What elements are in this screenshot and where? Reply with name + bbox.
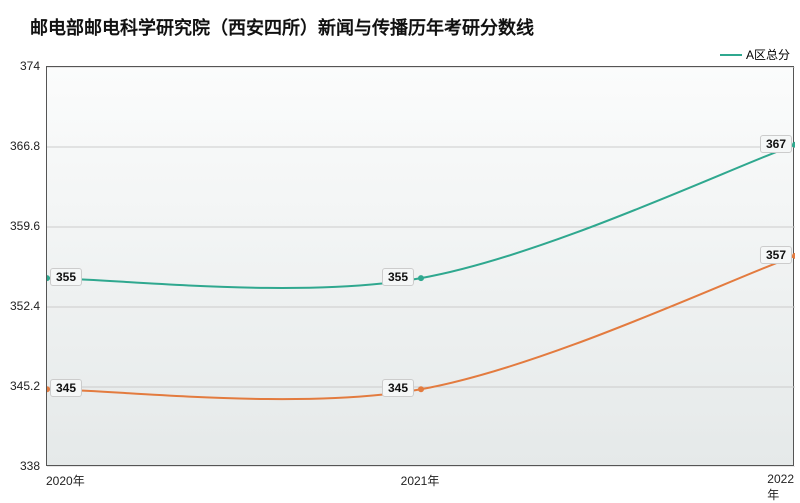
point-label: 355 <box>50 268 82 286</box>
x-tick-label: 2020年 <box>46 472 85 489</box>
y-tick-label: 359.6 <box>10 219 40 233</box>
y-tick-label: 374 <box>20 59 40 73</box>
point-label: 355 <box>382 268 414 286</box>
x-tick-label: 2021年 <box>401 472 440 489</box>
chart-title: 邮电部邮电科学研究院（西安四所）新闻与传播历年考研分数线 <box>30 14 534 40</box>
y-tick-label: 366.8 <box>10 139 40 153</box>
x-tick-label: 2022年 <box>767 472 794 503</box>
point-label: 345 <box>50 379 82 397</box>
point-label: 357 <box>760 246 792 264</box>
y-tick-label: 352.4 <box>10 299 40 313</box>
legend-label-a: A区总分 <box>746 46 790 63</box>
y-tick-label: 338 <box>20 459 40 473</box>
plot-svg <box>47 67 795 467</box>
legend-swatch-a <box>720 54 742 56</box>
legend-item-a: A区总分 <box>720 46 790 63</box>
y-tick-label: 345.2 <box>10 379 40 393</box>
plot-area <box>46 66 794 466</box>
chart-container: 邮电部邮电科学研究院（西安四所）新闻与传播历年考研分数线 A区总分 B区总分 3… <box>0 0 800 500</box>
point-label: 345 <box>382 379 414 397</box>
point-label: 367 <box>760 135 792 153</box>
